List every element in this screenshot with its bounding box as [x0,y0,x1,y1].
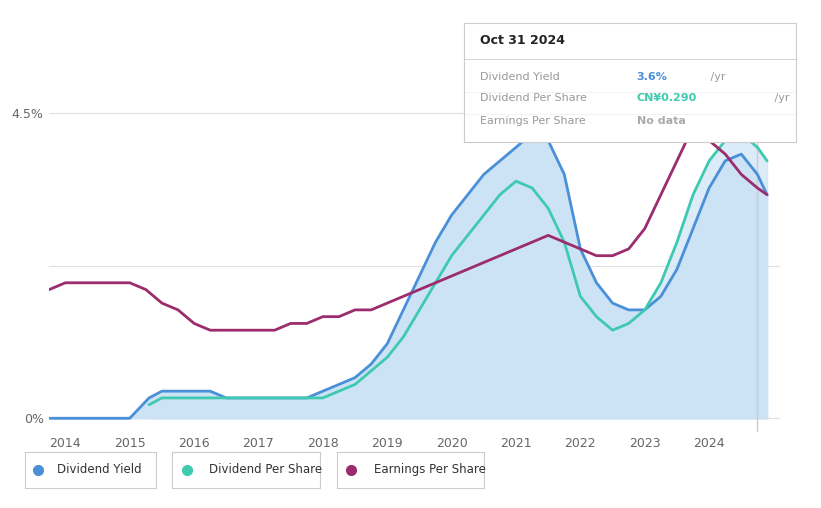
Text: Earnings Per Share: Earnings Per Share [374,463,485,477]
Text: /yr: /yr [707,72,726,82]
Text: No data: No data [637,116,686,126]
Text: Dividend Yield: Dividend Yield [57,463,142,477]
Text: Dividend Per Share: Dividend Per Share [209,463,323,477]
Text: Dividend Per Share: Dividend Per Share [480,93,587,103]
Text: Earnings Per Share: Earnings Per Share [480,116,586,126]
Text: Past: Past [760,107,784,116]
Text: /yr: /yr [771,93,790,103]
Text: Dividend Yield: Dividend Yield [480,72,560,82]
Text: Oct 31 2024: Oct 31 2024 [480,34,566,47]
Text: 3.6%: 3.6% [637,72,667,82]
Text: CN¥0.290: CN¥0.290 [637,93,697,103]
